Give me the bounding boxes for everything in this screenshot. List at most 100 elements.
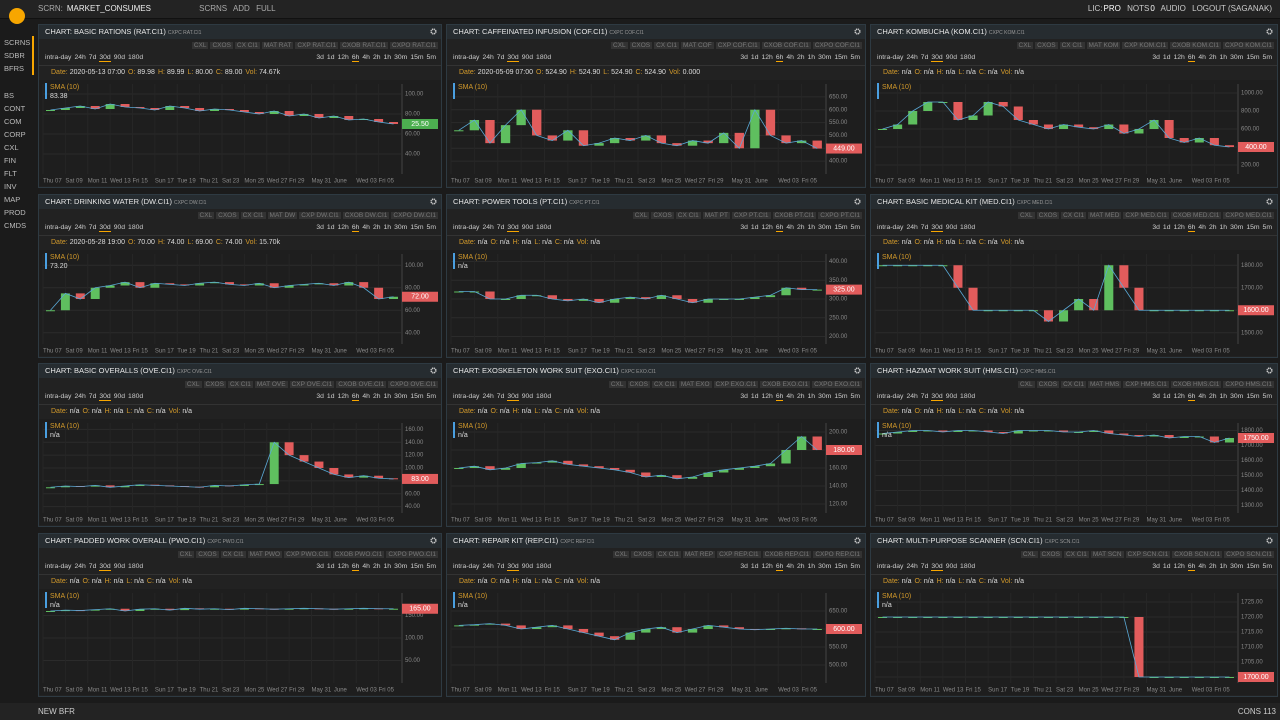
tab[interactable]: CX CI1 [1063, 551, 1089, 558]
range-option[interactable]: 7d [496, 393, 505, 400]
range-option[interactable]: intra-day [45, 393, 72, 400]
range-option[interactable]: 30d [507, 563, 519, 571]
interval-option[interactable]: 30m [818, 393, 832, 400]
range-option[interactable]: 180d [128, 393, 144, 400]
interval-option[interactable]: 30m [394, 563, 408, 570]
tab[interactable]: CXL [184, 381, 202, 388]
range-option[interactable]: 90d [521, 563, 534, 570]
range-option[interactable]: 180d [536, 563, 552, 570]
sidebar-button[interactable]: BFRS [0, 62, 34, 75]
gear-icon[interactable] [854, 198, 861, 205]
sidebar-item[interactable]: FIN [4, 156, 17, 165]
range-option[interactable]: 24h [482, 224, 494, 231]
tab[interactable]: CXOS [203, 381, 226, 388]
interval-option[interactable]: 1d [750, 224, 759, 231]
sidebar-item[interactable]: CORP [4, 130, 26, 139]
tab[interactable]: CXPO MED.CI1 [1223, 212, 1274, 219]
interval-option[interactable]: 1d [326, 393, 335, 400]
tab[interactable]: CXPO SCN.CI1 [1224, 551, 1274, 558]
interval-option[interactable]: 6h [775, 563, 784, 571]
interval-option[interactable]: 1h [807, 224, 816, 231]
range-option[interactable]: 7d [88, 54, 97, 61]
interval-option[interactable]: 1d [1162, 54, 1171, 61]
tab[interactable]: MAT PT [702, 212, 730, 219]
tab[interactable]: CXOS [651, 212, 674, 219]
range-option[interactable]: 24h [482, 54, 494, 61]
tab[interactable]: CXL [1017, 212, 1035, 219]
interval-option[interactable]: 2h [1208, 563, 1217, 570]
range-option[interactable]: 180d [960, 393, 976, 400]
sidebar-item[interactable]: PROD [4, 208, 26, 217]
interval-option[interactable]: 4h [362, 563, 370, 570]
tab[interactable]: CXOB OVE.CI1 [336, 381, 387, 388]
range-option[interactable]: 180d [128, 54, 144, 61]
interval-option[interactable]: 15m [834, 393, 848, 400]
interval-option[interactable]: 3d [740, 54, 748, 61]
range-option[interactable]: 30d [507, 54, 519, 62]
nots[interactable]: 0 [1150, 4, 1155, 13]
range-option[interactable]: 30d [507, 393, 519, 401]
interval-option[interactable]: 2h [796, 393, 805, 400]
tab[interactable]: MAT SCN [1090, 551, 1124, 558]
range-option[interactable]: 30d [931, 54, 943, 62]
gear-icon[interactable] [430, 198, 437, 205]
interval-option[interactable]: 6h [351, 393, 360, 401]
interval-option[interactable]: 30m [394, 224, 408, 231]
interval-option[interactable]: 12h [337, 54, 349, 61]
interval-option[interactable]: 1h [807, 393, 816, 400]
tab[interactable]: CXOB RAT.CI1 [340, 42, 389, 49]
interval-option[interactable]: 5m [850, 563, 860, 570]
range-option[interactable]: 180d [960, 224, 976, 231]
tab[interactable]: CXL [1017, 381, 1035, 388]
interval-option[interactable]: 12h [337, 393, 349, 400]
tab[interactable]: CXP KOM.CI1 [1122, 42, 1169, 49]
tab[interactable]: CXOS [216, 212, 239, 219]
interval-option[interactable]: 6h [351, 54, 360, 62]
interval-option[interactable]: 4h [786, 563, 794, 570]
tab[interactable]: CXP EXO.CI1 [713, 381, 759, 388]
tab[interactable]: CXPO PWO.CI1 [386, 551, 438, 558]
range-option[interactable]: 30d [931, 393, 943, 401]
interval-option[interactable]: 1h [383, 563, 392, 570]
interval-option[interactable]: 3d [740, 224, 748, 231]
range-option[interactable]: 30d [99, 224, 111, 232]
interval-option[interactable]: 5m [426, 224, 436, 231]
interval-option[interactable]: 2h [796, 224, 805, 231]
tab[interactable]: CXOB SCN.CI1 [1172, 551, 1223, 558]
tab[interactable]: MAT OVE [254, 381, 288, 388]
interval-option[interactable]: 3d [316, 224, 324, 231]
interval-option[interactable]: 4h [786, 54, 794, 61]
range-option[interactable]: 90d [113, 563, 126, 570]
interval-option[interactable]: 6h [775, 393, 784, 401]
gear-icon[interactable] [1266, 28, 1273, 35]
console[interactable]: CONS 113 [1237, 707, 1276, 716]
tab[interactable]: CX CI1 [655, 551, 681, 558]
interval-option[interactable]: 30m [818, 224, 832, 231]
audio[interactable]: AUDIO [1160, 4, 1186, 13]
range-option[interactable]: 30d [99, 393, 111, 401]
interval-option[interactable]: 15m [1246, 393, 1260, 400]
interval-option[interactable]: 15m [410, 563, 424, 570]
interval-option[interactable]: 12h [761, 563, 773, 570]
range-option[interactable]: 180d [960, 54, 976, 61]
tab[interactable]: CXOB DW.CI1 [342, 212, 390, 219]
range-option[interactable]: intra-day [453, 54, 480, 61]
interval-option[interactable]: 3d [1152, 224, 1160, 231]
interval-option[interactable]: 1h [807, 54, 816, 61]
tab[interactable]: CXOB COF.CI1 [761, 42, 811, 49]
range-option[interactable]: 90d [113, 54, 126, 61]
interval-option[interactable]: 12h [761, 224, 773, 231]
interval-option[interactable]: 3d [1152, 54, 1160, 61]
interval-option[interactable]: 3d [740, 563, 748, 570]
range-option[interactable]: 180d [960, 563, 976, 570]
interval-option[interactable]: 6h [1187, 393, 1196, 401]
range-option[interactable]: 30d [931, 563, 943, 571]
tab[interactable]: CXOB HMS.CI1 [1170, 381, 1222, 388]
sidebar-item[interactable]: COM [4, 117, 22, 126]
range-option[interactable]: 90d [945, 563, 958, 570]
tab[interactable]: CXOB MED.CI1 [1170, 212, 1222, 219]
tab[interactable]: CXL [197, 212, 215, 219]
tab[interactable]: CX CI1 [651, 381, 677, 388]
gear-icon[interactable] [1266, 537, 1273, 544]
tab[interactable]: CXOB PWO.CI1 [332, 551, 385, 558]
